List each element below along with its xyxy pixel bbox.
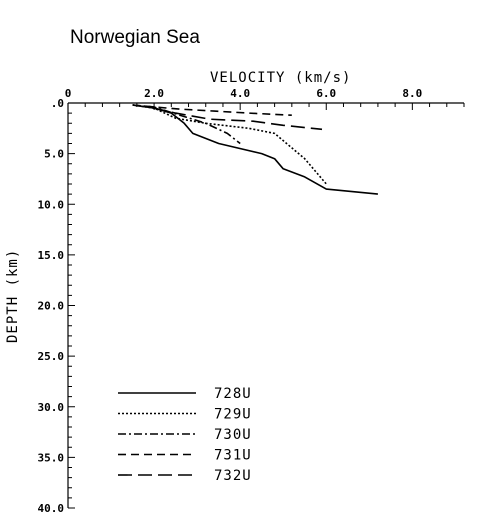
x-tick-label: 4.0 [230,87,250,100]
x-axis-title: VELOCITY (km/s) [210,70,351,86]
y-tick-label: 35.0 [38,451,65,464]
chart-title: Norwegian Sea [70,27,200,48]
y-tick-label: 10.0 [38,198,65,211]
series-group [132,104,378,195]
series-729u [132,104,327,185]
legend: 728U 729U 730U 731U 732U [118,386,252,484]
x-tick-label: 0 [65,87,72,100]
y-tick-label: 40.0 [38,502,65,512]
x-tick-label: 6.0 [316,87,336,100]
y-tick-label: 15.0 [38,249,65,262]
y-tick-label: .0 [51,97,64,110]
y-tick-label: 20.0 [38,300,65,313]
series-731u [132,104,292,116]
legend-label-732u: 732U [214,468,252,484]
x-tick-label: 2.0 [144,87,164,100]
x-tick-label: 8.0 [402,87,422,100]
series-728u [132,104,378,195]
legend-label-728u: 728U [214,386,252,402]
legend-label-731u: 731U [214,448,252,464]
series-730u [132,104,241,145]
y-tick-label: 25.0 [38,350,65,363]
legend-label-730u: 730U [214,427,252,443]
y-tick-label: 5.0 [44,148,64,161]
legend-label-729u: 729U [214,407,252,423]
y-axis-title: DEPTH (km) [5,249,21,343]
y-tick-label: 30.0 [38,401,65,414]
series-732u [132,104,323,131]
axes: 0 2.0 4.0 6.0 8.0 .0 5.0 10.0 15.0 20.0 25.0 30.0 35… [38,87,465,512]
